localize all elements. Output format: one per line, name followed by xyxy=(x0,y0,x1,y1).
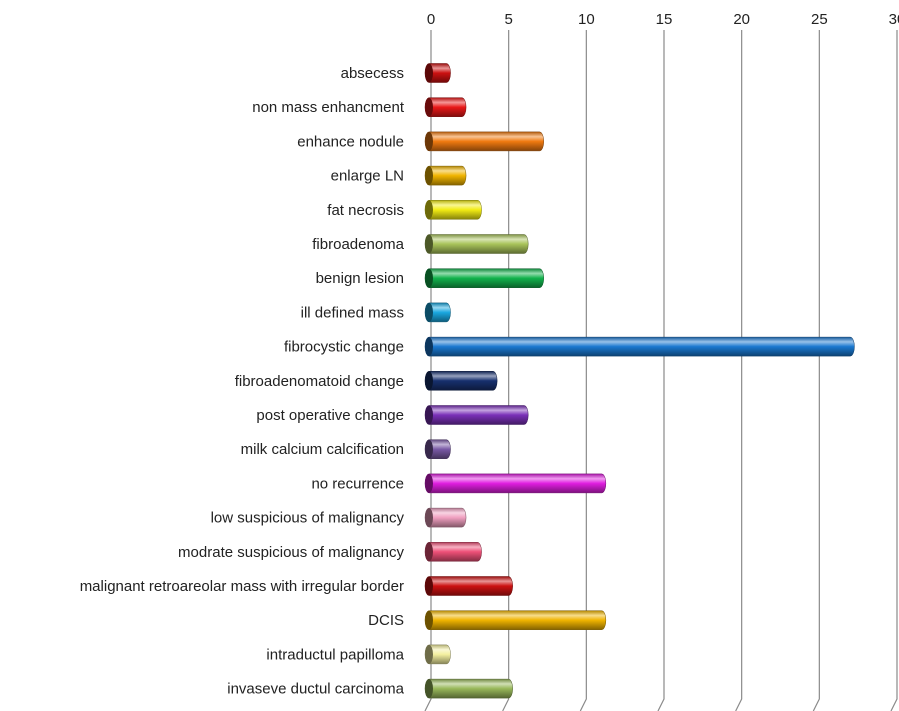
bars xyxy=(424,63,855,699)
bar xyxy=(424,268,544,288)
y-tick-label: enhance nodule xyxy=(297,133,404,150)
y-tick-label: DCIS xyxy=(368,612,404,629)
bar-body xyxy=(424,576,513,596)
x-tick-label: 0 xyxy=(427,11,435,28)
gridline xyxy=(657,30,665,711)
bar-body xyxy=(424,405,529,425)
bar xyxy=(424,302,451,323)
bar-cap xyxy=(425,166,433,186)
y-tick-label: no recurrence xyxy=(311,475,404,492)
bar xyxy=(424,542,482,562)
bar-cap xyxy=(425,131,433,151)
x-tick-label: 25 xyxy=(811,11,828,28)
gridline xyxy=(579,30,587,711)
y-tick-label: milk calcium calcification xyxy=(241,441,404,458)
gridline xyxy=(735,30,743,711)
y-tick-label: fibrocystic change xyxy=(284,339,404,356)
y-tick-label: non mass enhancment xyxy=(252,99,405,116)
bar-cap xyxy=(425,97,433,117)
bar-cap xyxy=(425,234,433,254)
bar-body xyxy=(424,507,467,528)
bar xyxy=(424,644,451,665)
bar-body xyxy=(424,234,529,254)
y-tick-label: ill defined mass xyxy=(301,304,404,321)
bar-cap xyxy=(425,439,433,459)
bar xyxy=(424,678,513,699)
bar xyxy=(424,336,855,357)
bar-cap xyxy=(425,644,433,664)
bar-cap xyxy=(425,610,433,630)
x-axis-ticks: 0 5 10 15 20 25 30 xyxy=(427,11,899,28)
bar xyxy=(424,507,467,528)
gridline xyxy=(812,30,820,711)
bar-cap xyxy=(425,679,433,699)
bar-cap xyxy=(425,576,433,596)
bar-cap xyxy=(425,200,433,220)
y-tick-label: fibroadenomatoid change xyxy=(235,373,404,390)
y-tick-label: invaseve ductul carcinoma xyxy=(227,681,404,698)
bar-cap xyxy=(425,268,433,288)
bar xyxy=(424,371,498,391)
bar-body xyxy=(424,610,607,630)
bar-body xyxy=(424,131,544,152)
bar-body xyxy=(424,97,467,117)
y-tick-label: post operative change xyxy=(256,407,404,424)
bar-cap xyxy=(425,473,433,493)
bar xyxy=(424,165,467,186)
y-tick-label: malignant retroareolar mass with irregul… xyxy=(80,578,404,595)
bar xyxy=(424,610,607,630)
bar xyxy=(424,473,607,494)
bar-body xyxy=(424,473,607,494)
bar xyxy=(424,131,544,152)
bar-body xyxy=(424,165,467,186)
bar-body xyxy=(424,200,482,220)
y-tick-label: absecess xyxy=(341,65,404,82)
y-tick-label: intraductul papilloma xyxy=(266,646,404,663)
bar xyxy=(424,234,529,254)
x-tick-label: 5 xyxy=(504,11,512,28)
y-tick-label: low suspicious of malignancy xyxy=(211,510,405,527)
bar xyxy=(424,576,513,596)
bar-cap xyxy=(425,371,433,391)
bar-body xyxy=(424,268,544,288)
x-tick-label: 15 xyxy=(656,11,673,28)
bar-cap xyxy=(425,508,433,528)
y-tick-label: benign lesion xyxy=(316,270,404,287)
bar-body xyxy=(424,371,498,391)
bar-cap xyxy=(425,63,433,83)
y-axis-labels: absecess non mass enhancment enhance nodul… xyxy=(80,65,405,698)
bar-cap xyxy=(425,337,433,357)
bar-cap xyxy=(425,405,433,425)
bar-cap xyxy=(425,542,433,562)
y-tick-label: fat necrosis xyxy=(327,202,404,219)
x-tick-label: 10 xyxy=(578,11,595,28)
bar-body xyxy=(424,542,482,562)
bar-cap xyxy=(425,302,433,322)
bar xyxy=(424,63,451,83)
y-tick-label: enlarge LN xyxy=(331,168,404,185)
gridline xyxy=(890,30,898,711)
bar xyxy=(424,97,467,117)
bar-body xyxy=(424,336,855,357)
y-tick-label: modrate suspicious of malignancy xyxy=(178,544,404,561)
bar xyxy=(424,405,529,425)
x-tick-label: 30 xyxy=(889,11,899,28)
y-tick-label: fibroadenoma xyxy=(312,236,404,253)
bar xyxy=(424,200,482,220)
bar xyxy=(424,439,451,459)
x-tick-label: 20 xyxy=(733,11,750,28)
bar-body xyxy=(424,678,513,699)
